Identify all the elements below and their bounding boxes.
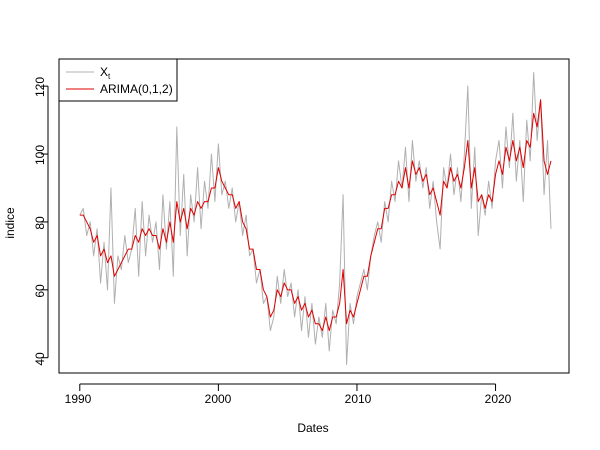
- series-line-arima: [79, 99, 552, 332]
- x-tick-label: 2020: [485, 392, 512, 406]
- x-tick-label: 2010: [345, 392, 372, 406]
- x-tick-label: 2000: [205, 392, 232, 406]
- y-tick-labels: 40 60 80 100 120: [33, 77, 47, 366]
- x-tick-labels: 1990 2000 2010 2020: [65, 392, 512, 406]
- y-tick-label: 120: [33, 77, 47, 97]
- legend-label-x-subscript: t: [108, 72, 111, 81]
- legend-label-x-name: X: [100, 65, 108, 79]
- y-tick-label: 60: [33, 284, 47, 298]
- plot-frame: [58, 58, 570, 374]
- y-tick-label: 100: [33, 145, 47, 165]
- legend: Xt ARIMA(0,1,2): [58, 58, 178, 102]
- y-tick-label: 80: [33, 216, 47, 230]
- y-tick-label: 40: [33, 352, 47, 366]
- legend-label-x: Xt: [100, 65, 111, 81]
- legend-label-arima: ARIMA(0,1,2): [100, 82, 173, 96]
- x-tick-label: 1990: [65, 392, 92, 406]
- y-axis-title: indice: [3, 207, 17, 239]
- legend-box: [58, 58, 178, 102]
- x-axis-title: Dates: [297, 421, 328, 435]
- series-line-x: [79, 72, 552, 366]
